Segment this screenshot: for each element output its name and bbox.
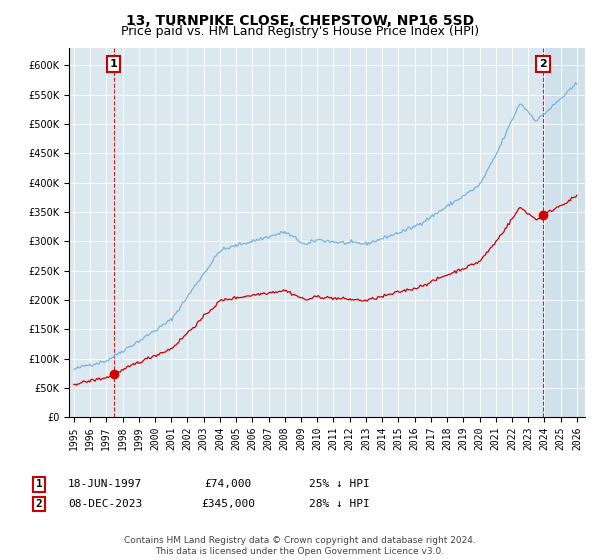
Text: 08-DEC-2023: 08-DEC-2023 [68, 499, 142, 509]
Text: Contains HM Land Registry data © Crown copyright and database right 2024.
This d: Contains HM Land Registry data © Crown c… [124, 536, 476, 556]
Bar [544, 48, 585, 417]
Bar [544, 48, 585, 417]
Text: 13, TURNPIKE CLOSE, CHEPSTOW, NP16 5SD: 13, TURNPIKE CLOSE, CHEPSTOW, NP16 5SD [126, 14, 474, 28]
Text: 25% ↓ HPI: 25% ↓ HPI [308, 479, 370, 489]
Text: 1: 1 [35, 479, 43, 489]
Text: 18-JUN-1997: 18-JUN-1997 [68, 479, 142, 489]
Text: £345,000: £345,000 [201, 499, 255, 509]
Text: 1: 1 [110, 59, 118, 69]
Text: 2: 2 [35, 499, 43, 509]
Text: 28% ↓ HPI: 28% ↓ HPI [308, 499, 370, 509]
Text: £74,000: £74,000 [205, 479, 251, 489]
Text: 2: 2 [539, 59, 547, 69]
Text: Price paid vs. HM Land Registry's House Price Index (HPI): Price paid vs. HM Land Registry's House … [121, 25, 479, 38]
